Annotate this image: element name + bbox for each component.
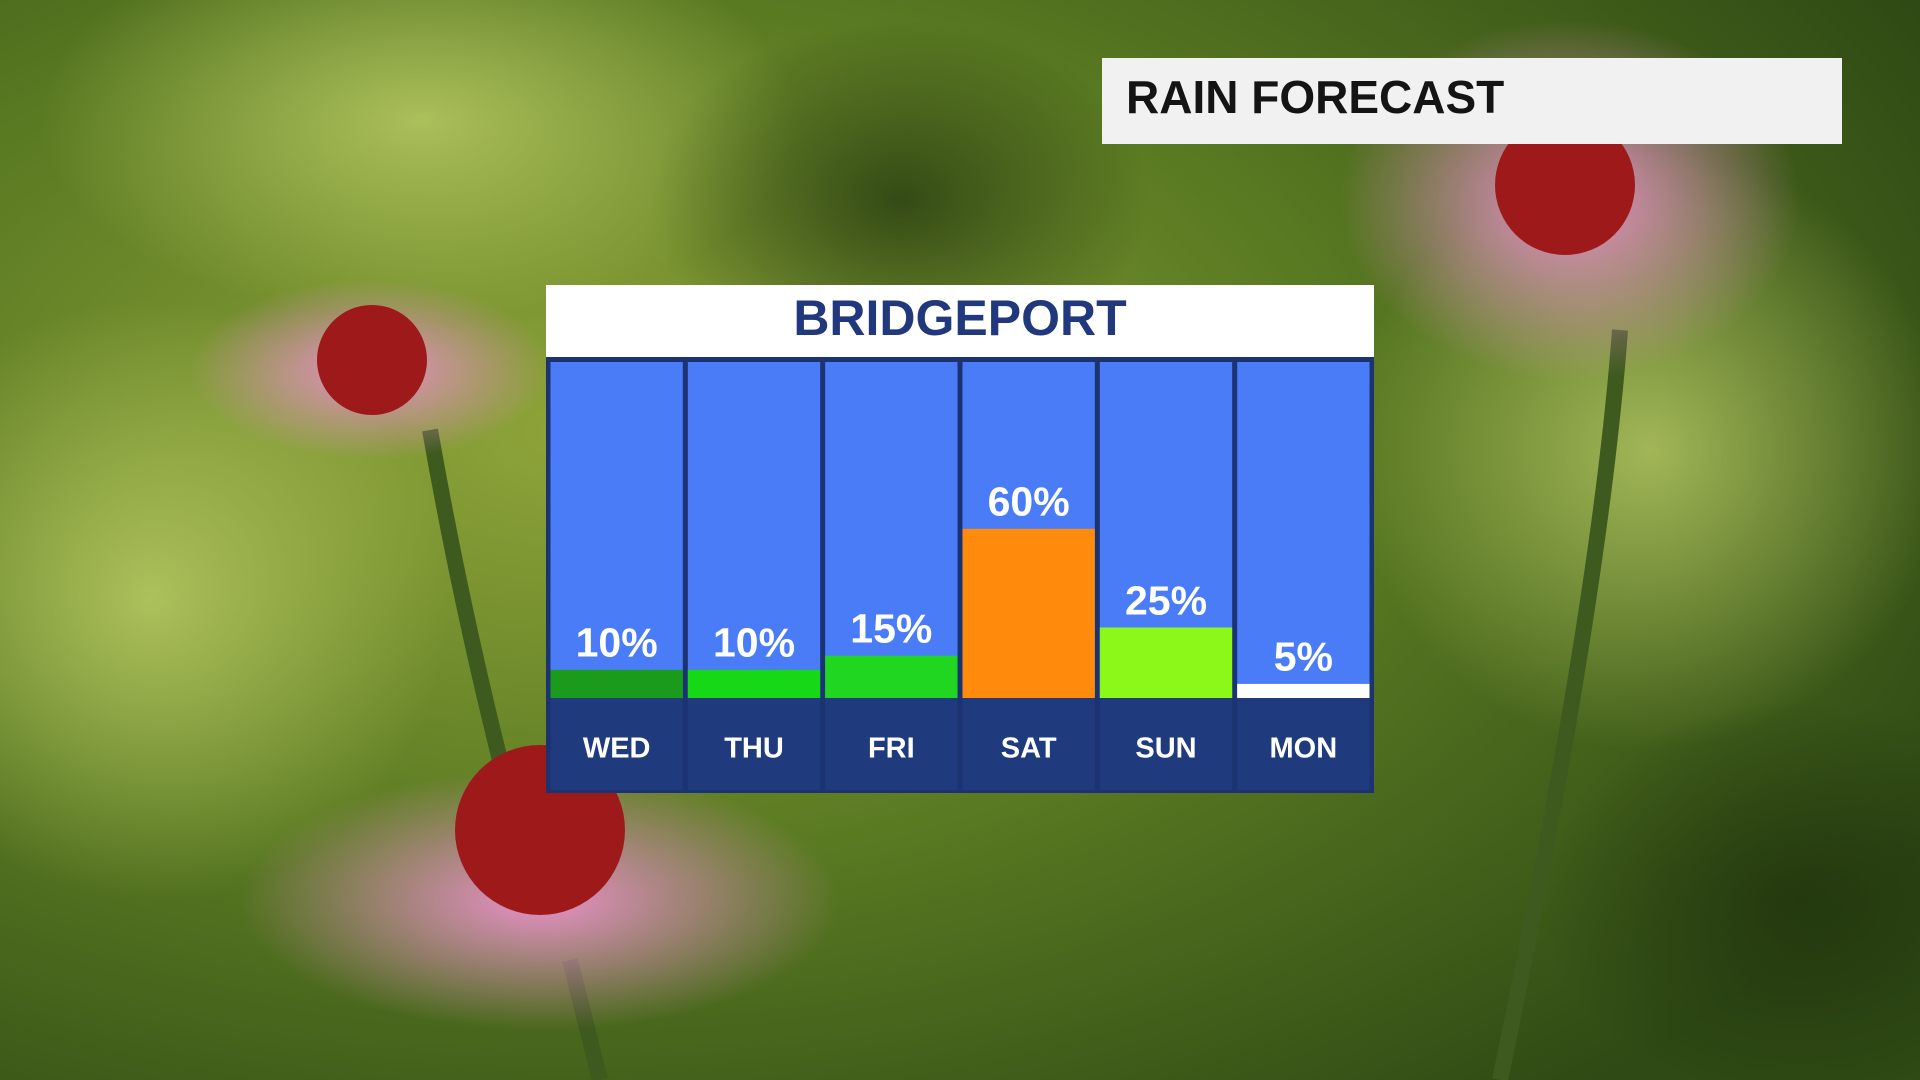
column-background	[825, 362, 958, 698]
x-tick-label: THU	[724, 733, 784, 765]
value-label: 60%	[988, 479, 1070, 525]
forecast-panel: BRIDGEPORT WED 10% THU 10% FRI 15% SAT 60% SUN 25…	[546, 285, 1374, 793]
column-background	[1237, 362, 1370, 698]
subtitle-band	[546, 285, 1374, 357]
x-tick-label: SAT	[1001, 733, 1057, 765]
day-cell	[1237, 698, 1370, 790]
day-cell	[825, 698, 958, 790]
bar	[550, 669, 683, 698]
x-tick-label: WED	[583, 733, 651, 765]
day-cell	[1099, 698, 1233, 790]
x-tick-label: MON	[1269, 733, 1337, 765]
value-label: 25%	[1125, 577, 1207, 623]
day-cell	[550, 698, 683, 790]
bar	[1237, 683, 1370, 698]
value-label: 10%	[713, 620, 795, 666]
bar	[962, 528, 1095, 698]
column-background	[687, 362, 821, 698]
bar	[1099, 627, 1233, 698]
column-background	[550, 362, 683, 698]
x-tick-label: SUN	[1135, 733, 1196, 765]
day-cell	[962, 698, 1095, 790]
value-label: 5%	[1274, 634, 1333, 680]
value-label: 15%	[850, 606, 932, 652]
chart-title: RAIN FORECAST	[1126, 71, 1504, 123]
bar	[687, 669, 821, 698]
title-box	[1102, 58, 1842, 144]
day-cell	[687, 698, 821, 790]
panel-frame	[546, 285, 1374, 793]
value-label: 10%	[576, 620, 658, 666]
x-tick-label: FRI	[868, 733, 915, 765]
chart-subtitle: BRIDGEPORT	[793, 290, 1126, 346]
bar	[825, 655, 958, 698]
